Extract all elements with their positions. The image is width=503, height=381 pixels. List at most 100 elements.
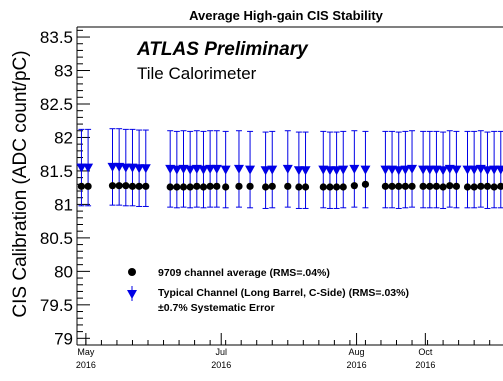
channel-average-point <box>166 183 174 191</box>
legend-label-systematic: ±0.7% Systematic Error <box>158 302 275 314</box>
channel-average-point <box>193 182 201 190</box>
channel-average-point <box>179 183 188 191</box>
typical-channel-point <box>418 165 429 175</box>
y-tick-label: 82 <box>54 128 73 147</box>
channel-average-point <box>470 183 478 191</box>
channel-average-point <box>206 182 214 190</box>
typical-channel-point <box>282 164 293 174</box>
y-tick-label: 79.5 <box>40 296 73 315</box>
channel-average-point <box>388 182 396 190</box>
channel-average-point <box>332 183 341 191</box>
typical-channel-point <box>191 164 202 174</box>
channel-average-point <box>142 182 150 190</box>
typical-channel-point <box>300 166 311 176</box>
tile-calorimeter-label: Tile Calorimeter <box>137 64 257 83</box>
legend: 9709 channel average (RMS=.04%) Typical … <box>127 267 409 314</box>
channel-average-point <box>108 182 117 190</box>
typical-channel-point <box>185 165 196 175</box>
channel-average-point <box>261 183 270 191</box>
channel-average-point <box>381 182 390 190</box>
channel-average-point <box>452 182 461 190</box>
channel-average-point <box>446 182 454 190</box>
typical-channel-point <box>444 164 455 174</box>
channel-average-point <box>84 182 92 190</box>
channel-average-point <box>339 183 347 191</box>
typical-channel-point <box>114 162 125 172</box>
typical-channel-point <box>220 165 231 175</box>
x-tick-label-year: 2016 <box>347 360 367 370</box>
channel-average-point <box>326 183 334 191</box>
y-tick-label: 79 <box>54 329 73 348</box>
channel-average-point <box>186 183 194 191</box>
y-tick-label: 82.5 <box>40 95 73 114</box>
typical-channel-point <box>462 165 473 175</box>
channel-average-point <box>128 182 137 190</box>
typical-channel-point <box>293 166 304 176</box>
y-axis-label: CIS Calibration (ADC count/pC) <box>10 50 31 317</box>
typical-channel-point <box>431 165 442 175</box>
channel-average-point <box>408 182 416 190</box>
plot-area: 79 79.5 80 80.5 81 81.5 82 82.5 83 83.5 May 2016 Jul… <box>40 26 503 370</box>
typical-channel-point <box>393 166 404 176</box>
channel-average-point <box>295 183 303 191</box>
channel-average-point <box>497 182 503 190</box>
typical-channel-point <box>76 163 87 173</box>
channel-average-point <box>361 180 370 188</box>
channel-average-point <box>477 182 485 190</box>
channel-average-point <box>426 182 434 190</box>
typical-channel-point <box>245 165 256 175</box>
x-tick-label-month: Oct <box>418 347 433 357</box>
typical-channel-point <box>127 163 138 173</box>
y-tick-label: 81.5 <box>40 162 73 181</box>
channel-average-point <box>301 183 310 191</box>
typical-channel-point <box>482 166 493 176</box>
channel-average-point <box>235 182 243 190</box>
channel-average-point <box>439 183 447 191</box>
typical-channel-point <box>233 164 244 174</box>
typical-channel-point <box>349 164 360 174</box>
typical-channel-point <box>178 164 189 174</box>
channel-average-point <box>419 182 427 190</box>
channel-average-point <box>319 183 327 191</box>
chart-title: Average High-gain CIS Stability <box>189 8 384 23</box>
x-tick-label-year: 2016 <box>415 360 435 370</box>
channel-average-point <box>199 183 208 191</box>
typical-channel-point <box>338 165 349 175</box>
typical-channel-point <box>387 165 398 175</box>
typical-channel-point <box>324 166 335 176</box>
y-tick-label: 80.5 <box>40 229 73 248</box>
y-tick-label: 83 <box>54 62 73 81</box>
channel-average-point <box>268 182 276 190</box>
x-tick-label-month: Jul <box>215 347 227 357</box>
typical-channel-point <box>267 165 278 175</box>
typical-channel-point <box>198 165 209 175</box>
typical-channel-point <box>318 165 329 175</box>
typical-channel-point <box>171 165 182 175</box>
channel-average-point <box>222 183 230 191</box>
x-tick-label-month: May <box>77 347 95 357</box>
legend-label-typical: Typical Channel (Long Barrel, C-Side) (R… <box>158 287 409 299</box>
x-tick-label-year: 2016 <box>211 360 231 370</box>
typical-channel-point <box>205 164 216 174</box>
typical-channel-point <box>380 165 391 175</box>
typical-channel-point <box>165 164 176 174</box>
typical-channel-point <box>260 166 271 176</box>
typical-channel-point <box>424 165 435 175</box>
channel-average-point <box>284 182 292 190</box>
legend-label-average: 9709 channel average (RMS=.04%) <box>158 267 330 279</box>
typical-channel-point <box>360 165 371 175</box>
channel-average-point <box>246 182 254 190</box>
channel-average-point <box>463 183 472 191</box>
typical-channel-point <box>495 165 503 175</box>
typical-channel-point <box>438 166 449 176</box>
atlas-preliminary-label: ATLAS Preliminary <box>136 39 309 60</box>
channel-average-point <box>77 182 86 190</box>
y-tick-label: 81 <box>54 195 73 214</box>
typical-channel-point <box>83 163 94 173</box>
typical-channel-point <box>331 166 342 176</box>
channel-average-point <box>173 183 181 191</box>
channel-average-point <box>483 182 492 190</box>
y-tick-label: 80 <box>54 262 73 281</box>
channel-average-point <box>395 182 403 190</box>
channel-average-point <box>401 182 409 190</box>
